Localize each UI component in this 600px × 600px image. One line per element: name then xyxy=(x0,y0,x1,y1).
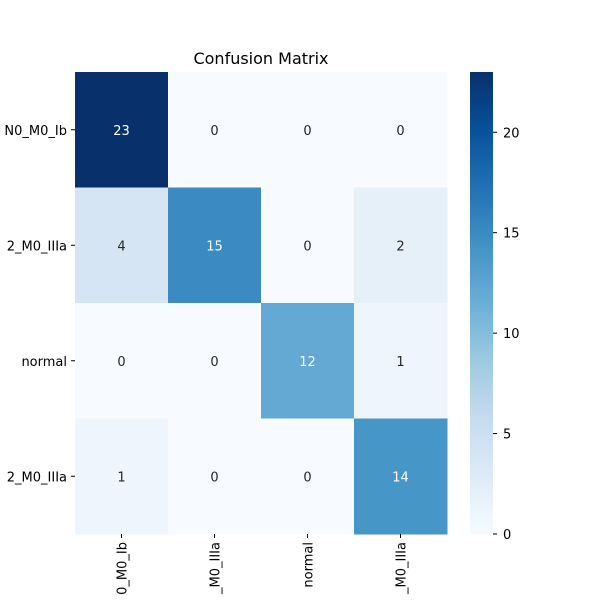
cell-value-label: 0 xyxy=(303,124,311,139)
cell-value-label: 0 xyxy=(117,355,125,370)
x-tick-label: 0_M0_Ib xyxy=(116,542,131,595)
y-tick-label: N0_M0_Ib xyxy=(4,124,67,139)
colorbar-tick-label: 5 xyxy=(503,428,511,443)
heatmap-annotations: 23 0 0 0 4 15 0 2 0 0 12 1 1 0 0 14 xyxy=(113,124,409,486)
heatmap-cell xyxy=(354,418,448,535)
colorbar-tick-label: 0 xyxy=(503,528,511,543)
cell-value-label: 0 xyxy=(210,124,218,139)
cell-value-label: 0 xyxy=(210,470,218,485)
heatmap-cell xyxy=(168,303,262,419)
heatmap-cell xyxy=(354,303,448,419)
heatmap-cell xyxy=(75,72,169,188)
cell-value-label: 1 xyxy=(396,355,404,370)
heatmap-cell xyxy=(354,72,448,188)
cell-value-label: 12 xyxy=(299,355,316,370)
chart-title: Confusion Matrix xyxy=(193,49,328,68)
cell-value-label: 1 xyxy=(117,470,125,485)
heatmap-cells xyxy=(75,72,448,535)
cell-value-label: 4 xyxy=(117,239,125,254)
x-tick-label: normal xyxy=(302,542,317,588)
x-tick-label: _M0_IIIa xyxy=(209,542,224,595)
colorbar-tick-label: 20 xyxy=(503,126,520,141)
y-tick-label: normal xyxy=(21,355,67,370)
cell-value-label: 0 xyxy=(396,124,404,139)
colorbar: 0 5 10 15 20 xyxy=(470,72,520,543)
cell-value-label: 14 xyxy=(392,470,409,485)
heatmap-cell xyxy=(168,418,262,535)
heatmap-cell xyxy=(75,187,169,304)
heatmap-cell xyxy=(75,418,169,535)
colorbar-gradient xyxy=(470,72,493,534)
cell-value-label: 0 xyxy=(210,355,218,370)
x-axis: 0_M0_Ib _M0_IIIa normal _M0_IIIa xyxy=(116,534,410,595)
heatmap-cell xyxy=(261,187,355,304)
heatmap-cell xyxy=(75,303,169,419)
y-tick-label: 2_M0_IIIa xyxy=(7,239,67,254)
heatmap-cell xyxy=(168,187,262,304)
cell-value-label: 0 xyxy=(303,239,311,254)
heatmap-cell xyxy=(261,418,355,535)
cell-value-label: 2 xyxy=(396,239,404,254)
colorbar-tick-label: 15 xyxy=(503,227,520,242)
y-tick-label: 2_M0_IIIa xyxy=(7,470,67,485)
heatmap-cell xyxy=(354,187,448,304)
cell-value-label: 23 xyxy=(113,124,130,139)
heatmap-cell xyxy=(261,72,355,188)
heatmap-cell xyxy=(261,303,355,419)
cell-value-label: 0 xyxy=(303,470,311,485)
colorbar-tick-label: 10 xyxy=(503,327,520,342)
x-tick-label: _M0_IIIa xyxy=(395,542,410,595)
cell-value-label: 15 xyxy=(206,239,223,254)
heatmap-cell xyxy=(168,72,262,188)
